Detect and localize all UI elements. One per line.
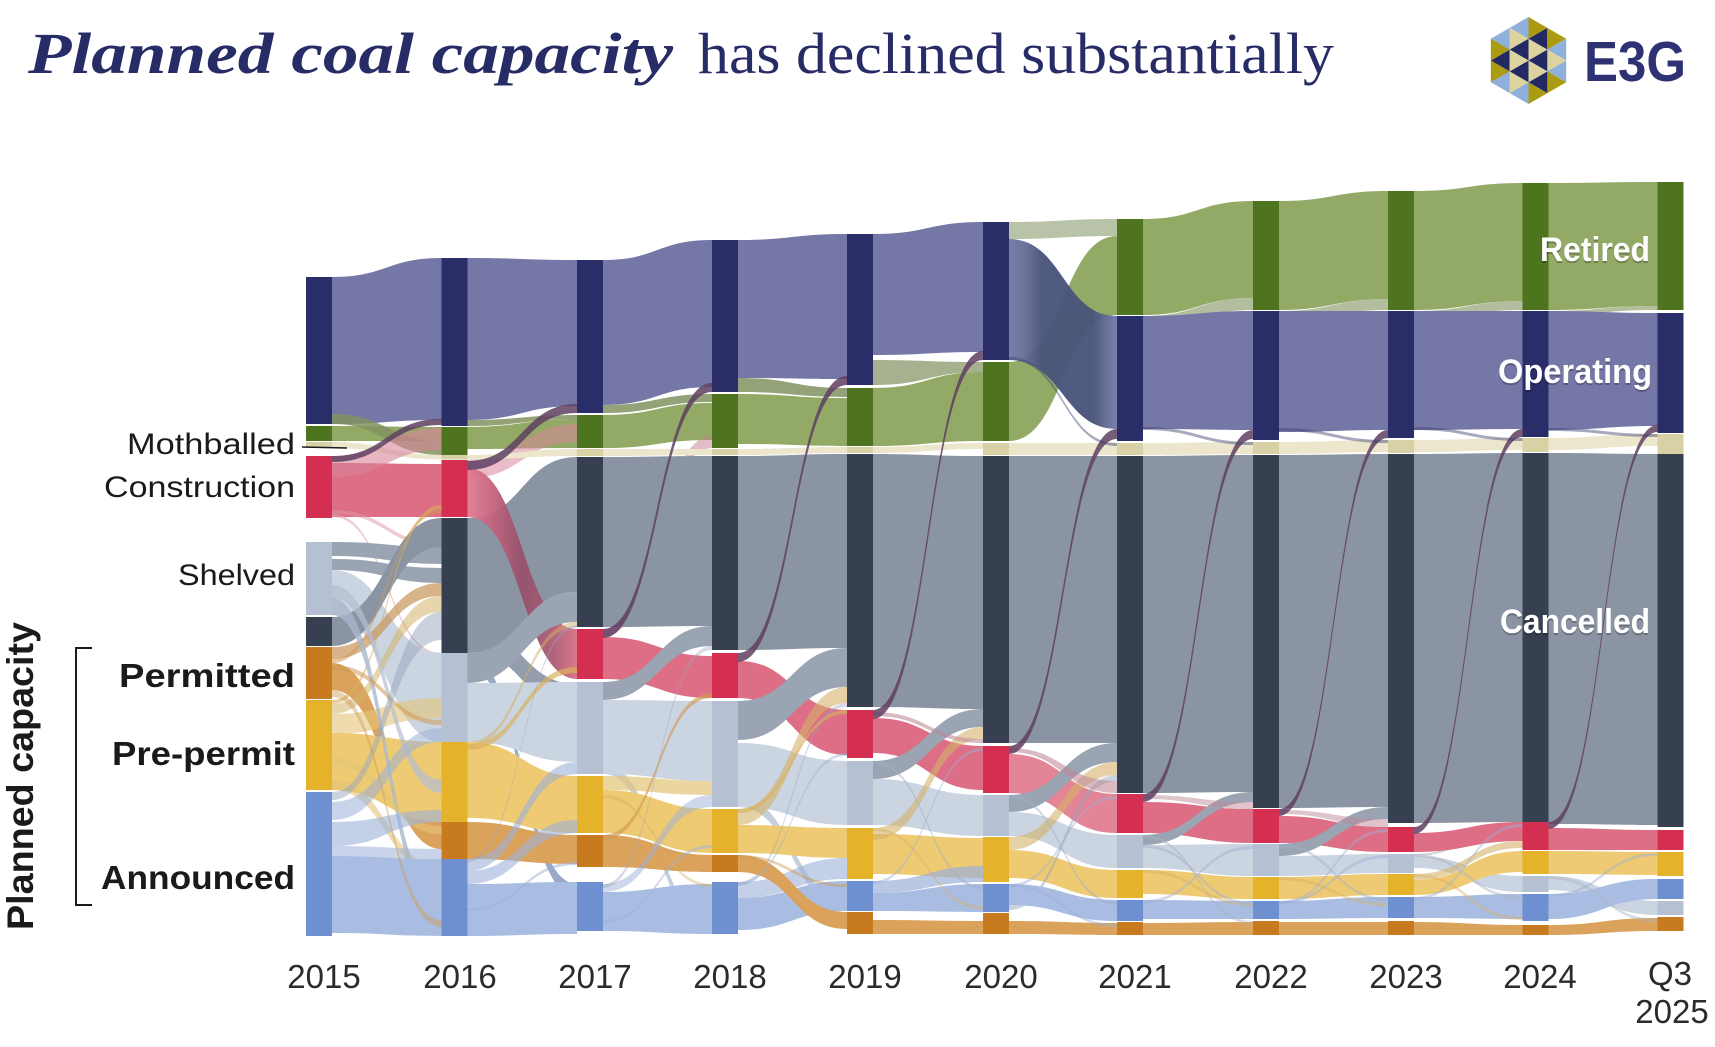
svg-text:2017: 2017 [558,958,631,995]
svg-text:2020: 2020 [964,958,1037,995]
svg-text:Operating: Operating [1498,353,1652,391]
svg-text:Retired: Retired [1540,233,1650,271]
svg-text:Announced: Announced [101,859,295,896]
svg-text:2023: 2023 [1369,958,1442,995]
svg-text:Shelved: Shelved [178,559,295,592]
svg-text:Pre-permit: Pre-permit [112,735,295,772]
svg-text:Planned coal capacity: Planned coal capacity [27,21,674,86]
svg-text:Cancelled: Cancelled [1500,603,1650,641]
svg-text:Operating: Operating [1498,355,1652,393]
svg-text:E3G: E3G [1584,30,1686,94]
svg-text:2015: 2015 [287,958,360,995]
svg-text:has declined substantially: has declined substantially [698,21,1334,86]
svg-text:2018: 2018 [693,958,766,995]
svg-text:Construction: Construction [104,471,295,504]
svg-text:2025: 2025 [1635,993,1708,1030]
svg-text:Retired: Retired [1540,231,1650,269]
svg-text:Q3: Q3 [1648,955,1692,992]
svg-text:Cancelled: Cancelled [1500,605,1650,643]
svg-text:2019: 2019 [828,958,901,995]
svg-text:Mothballed: Mothballed [127,428,295,461]
svg-text:2022: 2022 [1234,958,1307,995]
svg-text:Permitted: Permitted [119,657,295,694]
svg-text:Planned capacity: Planned capacity [0,622,41,930]
svg-text:2016: 2016 [423,958,496,995]
svg-text:2021: 2021 [1098,958,1171,995]
svg-text:2024: 2024 [1503,958,1576,995]
